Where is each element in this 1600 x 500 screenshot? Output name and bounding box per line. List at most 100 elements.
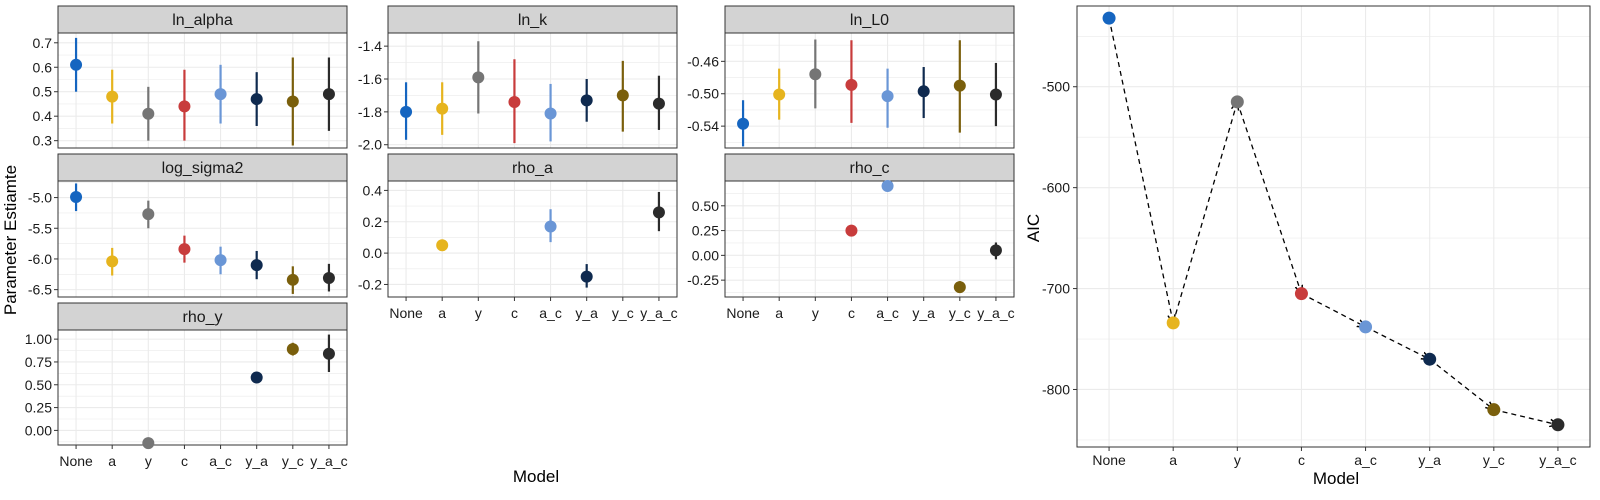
y-tick-label: 0.2 bbox=[363, 214, 383, 230]
x-tick-label: y bbox=[812, 305, 819, 321]
aic-line-segment bbox=[1236, 101, 1301, 294]
facet-strip bbox=[724, 5, 1015, 34]
panel-border bbox=[57, 329, 348, 446]
x-tick-label: a bbox=[1169, 452, 1177, 468]
panel-border bbox=[57, 180, 348, 298]
point-c bbox=[845, 224, 858, 237]
y-tick-label: -2.0 bbox=[358, 137, 382, 153]
y-tick-label: 0.6 bbox=[33, 59, 53, 75]
y-tick-label: -1.4 bbox=[358, 38, 382, 54]
facet-strip bbox=[387, 5, 678, 34]
x-tick-label: a bbox=[108, 453, 116, 469]
point-a bbox=[106, 90, 119, 103]
point-y_a_c bbox=[322, 271, 335, 284]
y-tick-label: -0.54 bbox=[687, 118, 719, 134]
point-y_c bbox=[286, 273, 299, 286]
y-tick-label: -0.46 bbox=[687, 53, 719, 69]
point-y_a_c bbox=[652, 206, 665, 219]
x-tick-label: None bbox=[1092, 452, 1126, 468]
facet-title: rho_c bbox=[849, 160, 889, 177]
point-a bbox=[106, 255, 119, 268]
y-tick-label: 0.75 bbox=[25, 354, 52, 370]
y-tick-label: 0.50 bbox=[25, 377, 52, 393]
x-tick-label: a bbox=[775, 305, 783, 321]
panel-border bbox=[724, 180, 1015, 298]
panel-border bbox=[724, 32, 1015, 149]
facet-title: rho_y bbox=[182, 309, 222, 326]
aic-point-y_c bbox=[1487, 403, 1501, 417]
point-y_a_c bbox=[989, 244, 1002, 257]
aic-point-y_a bbox=[1423, 352, 1437, 366]
point-a_c bbox=[544, 107, 557, 120]
point-y_a bbox=[580, 94, 593, 107]
x-tick-label: y_a_c bbox=[977, 305, 1014, 321]
aic-line-segment bbox=[1172, 102, 1237, 324]
aic-line-segment bbox=[1301, 293, 1365, 327]
point-y_c bbox=[953, 79, 966, 92]
x-tick-label: c bbox=[181, 453, 188, 469]
point-None bbox=[70, 58, 83, 71]
y-tick-label: 0.00 bbox=[692, 247, 719, 263]
facet-ln_alpha: ln_alpha 0.3 0.4 0.5 0.6 0.7 bbox=[33, 5, 348, 149]
x-tick-label: a_c bbox=[1354, 452, 1377, 468]
y-tick-label: -6.0 bbox=[28, 251, 52, 267]
facet-log_sigma2: log_sigma2 -6.5 -6.0 -5.5 -5.0 bbox=[28, 153, 348, 298]
x-tick-label: a_c bbox=[876, 305, 899, 321]
aic-point-y_a_c bbox=[1551, 418, 1565, 432]
point-a bbox=[773, 88, 786, 101]
aic-line-segment bbox=[1429, 358, 1494, 409]
facet-title: ln_L0 bbox=[850, 12, 889, 29]
y-tick-label: -500 bbox=[1042, 79, 1070, 95]
y-tick-label: 0.5 bbox=[33, 84, 53, 100]
x-tick-label: y bbox=[1234, 452, 1241, 468]
point-a_c bbox=[214, 88, 227, 101]
facet-strip bbox=[57, 302, 348, 331]
point-y_a bbox=[250, 93, 263, 106]
panel-border bbox=[57, 32, 348, 149]
y-tick-label: -600 bbox=[1042, 180, 1070, 196]
point-a_c bbox=[544, 220, 557, 233]
panel-border bbox=[387, 180, 678, 298]
y-tick-label: 0.00 bbox=[25, 422, 52, 438]
x-tick-label: y_a_c bbox=[310, 453, 347, 469]
aic-line-segment bbox=[1493, 409, 1558, 425]
facet-strip bbox=[724, 153, 1015, 182]
facet-x-axis-title: Model bbox=[513, 467, 559, 486]
point-y bbox=[142, 107, 155, 120]
facet-panels: ln_alpha 0.3 0.4 0.5 0.6 0.7 ln_k -2.0 -1.8 -1.6 -… bbox=[25, 5, 1015, 469]
x-tick-label: y_a_c bbox=[640, 305, 677, 321]
point-y_c bbox=[953, 281, 966, 294]
y-tick-label: -0.25 bbox=[687, 272, 719, 288]
x-tick-label: y_c bbox=[1483, 452, 1505, 468]
facet-title: ln_k bbox=[518, 12, 548, 29]
point-y_a_c bbox=[989, 88, 1002, 101]
x-tick-label: y_a bbox=[245, 453, 268, 469]
aic-point-y bbox=[1230, 95, 1244, 109]
y-tick-label: 0.25 bbox=[692, 223, 719, 239]
facet-title: ln_alpha bbox=[172, 12, 233, 29]
x-tick-label: c bbox=[848, 305, 855, 321]
x-tick-label: y_a bbox=[912, 305, 935, 321]
point-y_a_c bbox=[322, 347, 335, 360]
facet-ln_L0: ln_L0 -0.54 -0.50 -0.46 bbox=[687, 5, 1015, 149]
facet-strip bbox=[57, 153, 348, 182]
point-c bbox=[178, 243, 191, 256]
aic-point-a bbox=[1166, 316, 1180, 330]
point-y bbox=[142, 208, 155, 221]
facet-strip bbox=[57, 5, 348, 34]
y-tick-label: 0.50 bbox=[692, 198, 719, 214]
x-tick-label: y_a bbox=[575, 305, 598, 321]
x-tick-label: y_a_c bbox=[1539, 452, 1576, 468]
x-tick-label: y_a bbox=[1418, 452, 1441, 468]
x-tick-label: a bbox=[438, 305, 446, 321]
point-a_c bbox=[881, 179, 894, 192]
y-tick-label: -5.5 bbox=[28, 220, 52, 236]
x-tick-label: None bbox=[389, 305, 423, 321]
point-a bbox=[436, 239, 449, 252]
x-tick-label: y_c bbox=[949, 305, 971, 321]
point-a bbox=[436, 102, 449, 115]
x-tick-label: y bbox=[475, 305, 482, 321]
point-y_a bbox=[250, 371, 263, 384]
x-tick-label: y_c bbox=[612, 305, 634, 321]
point-c bbox=[845, 78, 858, 91]
